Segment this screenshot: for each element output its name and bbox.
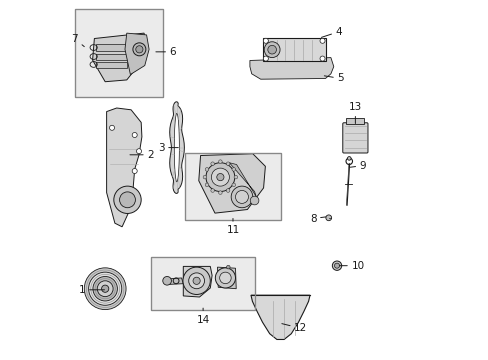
Text: 6: 6 <box>156 47 176 57</box>
Ellipse shape <box>93 276 117 301</box>
Polygon shape <box>167 278 183 284</box>
FancyBboxPatch shape <box>342 123 367 153</box>
Ellipse shape <box>231 168 235 171</box>
Ellipse shape <box>133 43 145 56</box>
Ellipse shape <box>84 268 126 310</box>
Bar <box>75 9 163 97</box>
Bar <box>346 118 364 124</box>
Ellipse shape <box>226 189 229 192</box>
Polygon shape <box>174 113 179 182</box>
Ellipse shape <box>235 190 248 203</box>
Ellipse shape <box>264 42 280 58</box>
Text: 12: 12 <box>281 323 307 333</box>
Ellipse shape <box>210 189 214 192</box>
Polygon shape <box>250 295 309 339</box>
Ellipse shape <box>88 272 122 305</box>
Ellipse shape <box>193 277 200 284</box>
Polygon shape <box>92 33 146 82</box>
Ellipse shape <box>109 125 114 130</box>
Text: 9: 9 <box>349 161 366 171</box>
Ellipse shape <box>136 46 142 53</box>
Ellipse shape <box>188 273 204 289</box>
Ellipse shape <box>218 160 222 163</box>
Text: 2: 2 <box>130 150 154 160</box>
Polygon shape <box>106 108 142 227</box>
Ellipse shape <box>226 162 229 166</box>
Ellipse shape <box>205 163 234 192</box>
Ellipse shape <box>250 196 258 205</box>
Ellipse shape <box>114 186 141 213</box>
Ellipse shape <box>226 265 230 269</box>
Bar <box>151 257 255 310</box>
Ellipse shape <box>215 268 235 288</box>
Ellipse shape <box>132 168 137 174</box>
Ellipse shape <box>347 157 350 160</box>
Polygon shape <box>217 267 236 289</box>
Text: 5: 5 <box>324 73 343 84</box>
Ellipse shape <box>231 186 252 208</box>
Ellipse shape <box>219 272 231 284</box>
Polygon shape <box>199 154 265 213</box>
Text: 14: 14 <box>196 308 209 325</box>
Ellipse shape <box>183 267 210 294</box>
Ellipse shape <box>231 183 235 187</box>
Ellipse shape <box>136 149 141 154</box>
Polygon shape <box>183 266 212 297</box>
Ellipse shape <box>102 285 108 292</box>
Ellipse shape <box>325 215 331 221</box>
Polygon shape <box>169 102 184 193</box>
Ellipse shape <box>205 183 208 186</box>
Ellipse shape <box>216 174 224 181</box>
Bar <box>151 257 255 310</box>
Ellipse shape <box>210 162 214 166</box>
Ellipse shape <box>334 263 339 268</box>
Ellipse shape <box>234 175 237 179</box>
Polygon shape <box>229 163 256 197</box>
Bar <box>96 54 128 60</box>
Bar <box>96 62 126 68</box>
Bar <box>75 9 163 97</box>
Text: 7: 7 <box>71 34 84 47</box>
Text: 3: 3 <box>158 143 178 153</box>
Ellipse shape <box>332 261 341 270</box>
Ellipse shape <box>203 175 206 179</box>
Text: 1: 1 <box>79 285 104 295</box>
Ellipse shape <box>211 168 229 186</box>
Bar <box>96 44 130 51</box>
Bar <box>262 38 325 61</box>
Ellipse shape <box>319 38 325 43</box>
Polygon shape <box>125 33 149 75</box>
Text: 4: 4 <box>321 27 342 37</box>
Polygon shape <box>249 58 333 79</box>
Ellipse shape <box>205 168 208 171</box>
Ellipse shape <box>263 56 268 61</box>
Text: 8: 8 <box>309 213 325 224</box>
Ellipse shape <box>267 45 276 54</box>
Ellipse shape <box>263 38 268 43</box>
Ellipse shape <box>97 281 113 297</box>
Ellipse shape <box>132 132 137 138</box>
Ellipse shape <box>218 191 222 194</box>
Text: 10: 10 <box>339 261 364 271</box>
Ellipse shape <box>120 192 135 208</box>
Ellipse shape <box>319 56 325 61</box>
Text: 13: 13 <box>348 102 361 123</box>
Text: 11: 11 <box>226 219 239 235</box>
Bar <box>185 153 280 220</box>
Ellipse shape <box>163 276 171 285</box>
Bar <box>185 153 280 220</box>
